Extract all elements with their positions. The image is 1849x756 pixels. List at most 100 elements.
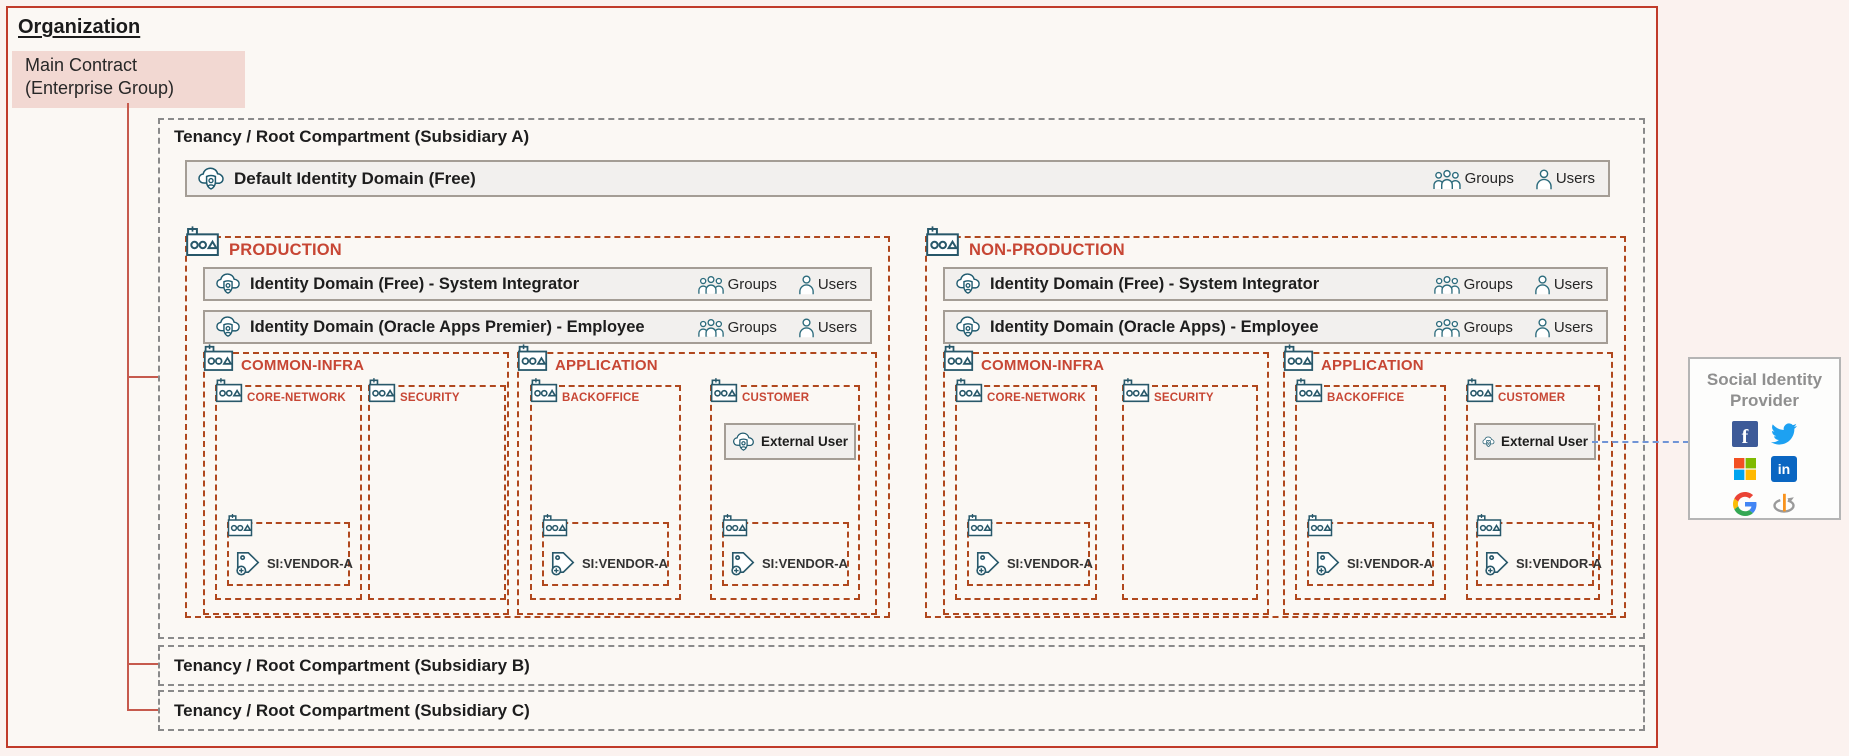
twitter-icon [1771,421,1797,447]
compartment-icon [1295,377,1323,403]
compartment-icon [1283,343,1314,372]
groups-label: Groups [1463,318,1513,336]
compartment-icon [227,513,253,537]
tenancy-c-title: Tenancy / Root Compartment (Subsidiary C… [174,700,530,720]
compartment-backoffice: BACKOFFICE SI:VENDOR-A [1295,385,1446,600]
main-contract-box: Main Contract (Enterprise Group) [12,51,245,108]
common-infra-label: COMMON-INFRA [241,357,365,374]
compartment-core-network: CORE-NETWORK SI:VENDOR-A [215,385,362,600]
vendor-tag-label: SI:VENDOR-A [267,555,353,571]
vendor-tag-row: SI:VENDOR-A [234,549,353,577]
linkedin-icon: in [1771,455,1797,482]
compartment-customer: CUSTOMER External User SI:VENDOR-A [710,385,860,600]
google-icon [1732,491,1758,517]
compartment-icon [542,513,568,537]
federation-connector [1592,441,1689,443]
non-production-label: NON-PRODUCTION [969,241,1125,259]
users-icon [1534,274,1551,295]
external-user-label: External User [1500,434,1588,449]
social-identity-provider-box: Social Identity Provider f in [1688,357,1841,520]
vendor-tag-row: SI:VENDOR-A [974,549,1093,577]
compartment-application: APPLICATION BACKOFFICE SI:VENDOR-A [517,352,877,615]
main-contract-line1: Main Contract [25,55,138,75]
compartment-customer: CUSTOMER External User SI:VENDOR-A [1466,385,1602,600]
customer-label: CUSTOMER [1498,392,1566,404]
compartment-common-infra: COMMON-INFRA CORE-NETWORK SI:VENDOR-A [943,352,1269,615]
security-label: SECURITY [400,392,460,404]
identity-domain-bar: Identity Domain (Oracle Apps) - Employee… [943,310,1608,344]
vendor-compartment: SI:VENDOR-A [967,522,1093,586]
contract-connector-vertical [127,103,129,711]
compartment-icon [967,513,993,537]
microsoft-icon [1732,456,1758,482]
vendor-tag-row: SI:VENDOR-A [1314,549,1433,577]
facebook-icon: f [1732,420,1758,447]
compartment-icon [1122,377,1150,403]
default-identity-domain-bar: Default Identity Domain (Free) Groups Us… [185,160,1610,197]
compartment-icon [203,343,234,372]
identity-domain-bar: Identity Domain (Oracle Apps Premier) - … [203,310,872,344]
compartment-icon [368,377,396,403]
compartment-icon [955,377,983,403]
application-label: APPLICATION [555,357,658,374]
compartment-icon [1307,513,1333,537]
compartment-icon [925,225,960,257]
users-label: Users [1553,318,1593,336]
groups-users-cluster: Groups Users [1432,168,1595,190]
customer-label: CUSTOMER [742,392,810,404]
external-user-box: External User [724,423,856,460]
vendor-compartment: SI:VENDOR-A [227,522,353,586]
users-icon [798,274,815,295]
tenancy-subsidiary-a: Tenancy / Root Compartment (Subsidiary A… [158,118,1645,639]
users-icon [1534,317,1551,338]
groups-label: Groups [727,275,777,293]
default-identity-domain-label: Default Identity Domain (Free) [234,168,476,188]
compartment-icon [710,377,738,403]
identity-domain-bar: Identity Domain (Free) - System Integrat… [943,267,1608,301]
tag-icon [234,549,262,577]
compartment-icon [215,377,243,403]
identity-domain-icon [1482,431,1495,453]
groups-icon [1433,274,1461,295]
users-label: Users [1555,170,1595,187]
groups-users-cluster: Groups Users [1433,274,1593,295]
groups-icon [697,274,725,295]
contract-connector-subsidiary-c [127,709,159,711]
main-contract-line2: (Enterprise Group) [25,78,175,99]
compartment-icon [943,343,974,372]
tag-icon [974,549,1002,577]
vendor-tag-row: SI:VENDOR-A [1483,549,1602,577]
contract-connector-subsidiary-a [127,376,159,378]
vendor-tag-row: SI:VENDOR-A [549,549,668,577]
social-provider-icons: f in [1690,420,1839,517]
vendor-compartment: SI:VENDOR-A [1476,522,1602,586]
tenancy-subsidiary-c: Tenancy / Root Compartment (Subsidiary C… [158,690,1645,731]
openid-icon [1771,491,1797,517]
compartment-security: SECURITY [368,385,506,600]
backoffice-label: BACKOFFICE [562,392,640,404]
core-network-label: CORE-NETWORK [247,392,346,404]
groups-users-cluster: Groups Users [1433,317,1593,338]
tag-icon [1483,549,1511,577]
compartment-icon [530,377,558,403]
tenancy-b-title: Tenancy / Root Compartment (Subsidiary B… [174,655,530,675]
vendor-tag-label: SI:VENDOR-A [1516,555,1602,571]
tenancy-subsidiary-b: Tenancy / Root Compartment (Subsidiary B… [158,645,1645,686]
users-label: Users [1553,275,1593,293]
production-label: PRODUCTION [229,241,342,259]
groups-icon [1432,168,1462,190]
external-user-label: External User [760,434,848,449]
compartment-production: PRODUCTION Identity Domain (Free) - Syst… [185,236,890,618]
organization-box: Organization Main Contract (Enterprise G… [6,6,1658,748]
compartment-backoffice: BACKOFFICE SI:VENDOR-A [530,385,681,600]
users-label: Users [817,275,857,293]
tag-icon [1314,549,1342,577]
groups-users-cluster: Groups Users [697,317,857,338]
groups-users-cluster: Groups Users [697,274,857,295]
compartment-core-network: CORE-NETWORK SI:VENDOR-A [955,385,1097,600]
identity-domain-icon [215,272,241,296]
identity-domain-label: Identity Domain (Free) - System Integrat… [250,274,580,293]
compartment-icon [1466,377,1494,403]
vendor-tag-label: SI:VENDOR-A [582,555,668,571]
tag-icon [549,549,577,577]
